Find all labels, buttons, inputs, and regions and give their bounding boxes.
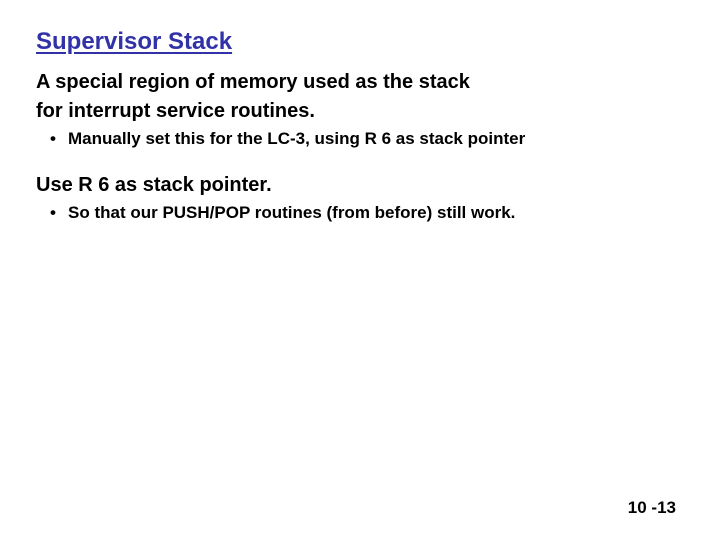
paragraph-line: A special region of memory used as the s… bbox=[36, 70, 684, 95]
slide: Supervisor Stack A special region of mem… bbox=[0, 0, 720, 540]
paragraph-line: for interrupt service routines. bbox=[36, 99, 684, 124]
bullet-list: Manually set this for the LC-3, using R … bbox=[36, 128, 684, 151]
bullet-item: Manually set this for the LC-3, using R … bbox=[68, 128, 684, 151]
page-number: 10 -13 bbox=[628, 498, 676, 518]
paragraph-line: Use R 6 as stack pointer. bbox=[36, 173, 684, 198]
bullet-list: So that our PUSH/POP routines (from befo… bbox=[36, 202, 684, 225]
content-block-1: Use R 6 as stack pointer. So that our PU… bbox=[36, 173, 684, 225]
bullet-item: So that our PUSH/POP routines (from befo… bbox=[68, 202, 684, 225]
content-block-0: A special region of memory used as the s… bbox=[36, 70, 684, 151]
slide-title: Supervisor Stack bbox=[36, 28, 684, 56]
